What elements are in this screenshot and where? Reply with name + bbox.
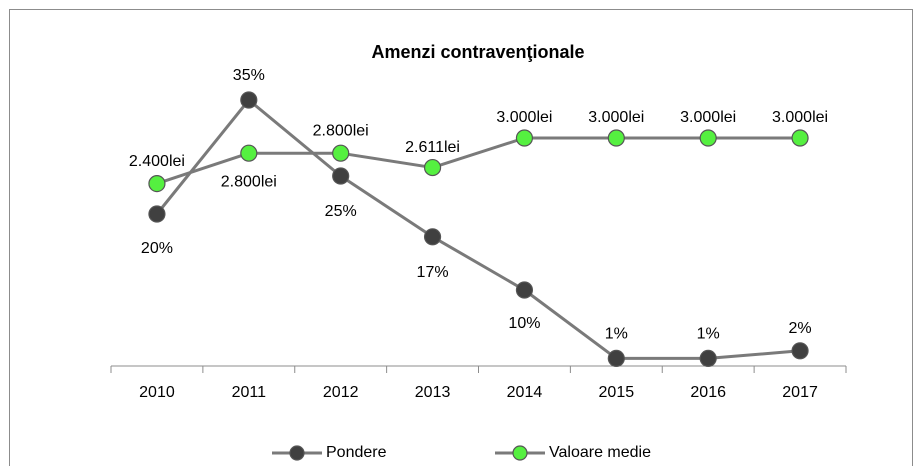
data-label: 1% bbox=[697, 326, 720, 343]
data-point bbox=[791, 129, 809, 147]
data-point bbox=[699, 129, 717, 147]
chart-title: Amenzi contravenţionale bbox=[371, 42, 584, 62]
data-label: 2.800lei bbox=[221, 173, 277, 190]
data-label: 17% bbox=[417, 264, 449, 281]
data-label: 35% bbox=[233, 67, 265, 84]
x-tick-label: 2014 bbox=[507, 384, 543, 401]
data-label: 3.000lei bbox=[772, 109, 828, 126]
x-tick-label: 2011 bbox=[232, 384, 267, 401]
x-tick-label: 2013 bbox=[415, 384, 451, 401]
data-point bbox=[332, 144, 350, 162]
data-point bbox=[699, 349, 717, 367]
legend-marker bbox=[512, 445, 528, 461]
legend-marker bbox=[289, 445, 305, 461]
data-label: 1% bbox=[605, 326, 628, 343]
data-label: 20% bbox=[141, 240, 173, 257]
x-tick-label: 2012 bbox=[323, 384, 359, 401]
data-point bbox=[240, 91, 258, 109]
data-point bbox=[423, 228, 442, 246]
data-point bbox=[515, 281, 534, 299]
data-point bbox=[607, 129, 625, 147]
x-tick-label: 2016 bbox=[690, 384, 726, 401]
data-label: 3.000lei bbox=[496, 109, 552, 126]
data-point bbox=[148, 205, 166, 223]
series-line bbox=[156, 136, 801, 186]
data-point bbox=[240, 144, 258, 162]
data-label: 2.800lei bbox=[313, 122, 369, 139]
series-line bbox=[155, 98, 801, 360]
data-point bbox=[423, 158, 442, 177]
x-tick-label: 2017 bbox=[782, 384, 818, 401]
data-label: 2.400lei bbox=[129, 153, 185, 170]
x-tick-label: 2015 bbox=[599, 384, 635, 401]
x-tick-label: 2010 bbox=[139, 384, 175, 401]
data-label: 25% bbox=[325, 203, 357, 220]
data-label: 10% bbox=[508, 315, 540, 332]
data-point bbox=[148, 175, 166, 193]
legend-label: Valoare medie bbox=[549, 444, 651, 461]
data-point bbox=[515, 129, 534, 147]
data-point bbox=[791, 342, 809, 360]
data-point bbox=[607, 349, 625, 367]
data-label: 3.000lei bbox=[588, 109, 644, 126]
chart-border bbox=[9, 9, 913, 466]
data-point bbox=[332, 167, 350, 185]
data-label: 3.000lei bbox=[680, 109, 736, 126]
legend-label: Pondere bbox=[326, 444, 387, 461]
data-label: 2.611lei bbox=[405, 139, 460, 156]
data-label: 2% bbox=[789, 320, 812, 337]
